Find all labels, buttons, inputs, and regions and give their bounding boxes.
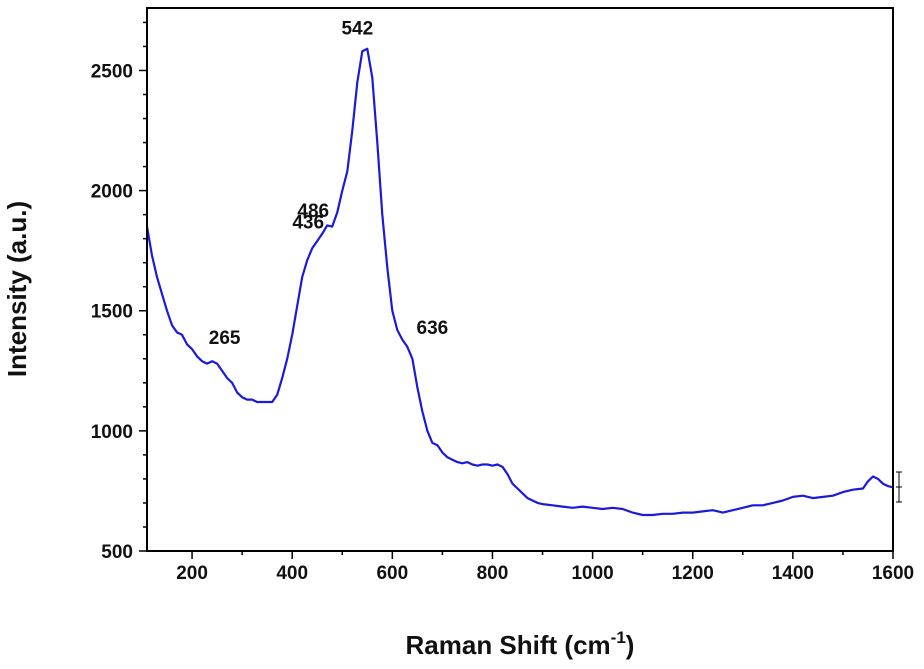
x-axis-label-main: Raman Shift (cm: [406, 630, 611, 660]
y-tick-label: 2000: [91, 182, 133, 203]
tick-labels: 200 400 600 800 1000 1200 1400 1600 500 1000 1500 2…: [91, 61, 914, 584]
x-axis-label-superscript: -1: [611, 628, 626, 647]
x-tick-label: 1200: [672, 563, 714, 584]
peak-label: 486: [297, 201, 329, 222]
x-tick-label: 800: [477, 563, 509, 584]
x-axis-label-tail: ): [626, 630, 635, 660]
x-axis-label: Raman Shift (cm-1): [406, 628, 635, 660]
y-tick-label: 1500: [91, 302, 133, 323]
error-bar-marker: [896, 471, 902, 503]
peak-label: 265: [209, 328, 241, 349]
y-tick-label: 1000: [91, 422, 133, 443]
y-tick-label: 2500: [91, 61, 133, 82]
x-tick-label: 1600: [872, 563, 914, 584]
plot-frame: [146, 7, 894, 552]
axis-ticks: [139, 21, 894, 559]
x-tick-label: 600: [376, 563, 408, 584]
y-axis-label: Intensity (a.u.): [2, 201, 32, 377]
x-tick-label: 1000: [571, 563, 613, 584]
peak-label: 542: [341, 18, 373, 39]
x-tick-label: 400: [276, 563, 308, 584]
spectrum-line: [145, 47, 894, 517]
peak-label: 636: [417, 318, 449, 339]
x-tick-label: 1400: [772, 563, 814, 584]
plot-area: [145, 47, 894, 517]
x-tick-label: 200: [176, 563, 208, 584]
y-tick-label: 500: [101, 542, 133, 563]
peak-label: 436: [292, 213, 324, 234]
